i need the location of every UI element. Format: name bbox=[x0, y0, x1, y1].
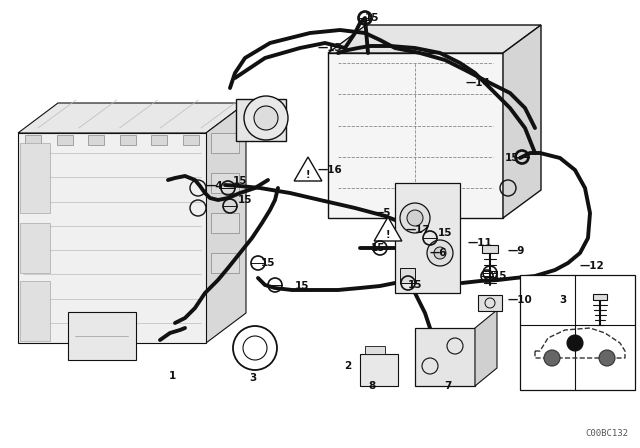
Bar bbox=[18, 133, 206, 343]
Text: —17: —17 bbox=[405, 225, 430, 235]
Bar bbox=[88, 135, 104, 145]
Text: —4: —4 bbox=[205, 181, 223, 191]
Bar bbox=[20, 281, 50, 341]
Text: —9: —9 bbox=[508, 246, 525, 256]
Circle shape bbox=[400, 203, 430, 233]
Polygon shape bbox=[503, 25, 541, 218]
Bar bbox=[478, 295, 502, 311]
Bar bbox=[328, 53, 503, 218]
Bar bbox=[236, 99, 286, 141]
Text: !: ! bbox=[386, 230, 390, 240]
Text: —13: —13 bbox=[318, 43, 343, 53]
Bar bbox=[211, 173, 239, 193]
Bar bbox=[25, 135, 41, 145]
Bar bbox=[520, 275, 635, 390]
Text: —11: —11 bbox=[468, 238, 493, 248]
Polygon shape bbox=[294, 157, 322, 181]
Text: —6: —6 bbox=[430, 248, 447, 258]
Text: 15: 15 bbox=[371, 243, 385, 253]
Bar bbox=[211, 213, 239, 233]
Bar bbox=[400, 268, 415, 283]
Polygon shape bbox=[328, 25, 541, 53]
Bar bbox=[183, 135, 199, 145]
Bar bbox=[56, 135, 72, 145]
Bar bbox=[482, 245, 498, 253]
Text: 15: 15 bbox=[493, 271, 508, 281]
Circle shape bbox=[599, 350, 615, 366]
Bar bbox=[120, 135, 136, 145]
Circle shape bbox=[244, 96, 288, 140]
Text: 15: 15 bbox=[438, 228, 452, 238]
Text: 1: 1 bbox=[168, 371, 175, 381]
Bar bbox=[68, 312, 136, 360]
Bar bbox=[20, 223, 50, 273]
Text: 15: 15 bbox=[233, 176, 247, 186]
Text: 15: 15 bbox=[260, 258, 275, 268]
Text: 15: 15 bbox=[237, 195, 252, 205]
Text: 3: 3 bbox=[250, 373, 257, 383]
Text: —12: —12 bbox=[580, 261, 605, 271]
Bar bbox=[395, 183, 460, 293]
Text: C00BC132: C00BC132 bbox=[585, 428, 628, 438]
Text: 7: 7 bbox=[444, 381, 452, 391]
Text: —10: —10 bbox=[508, 295, 532, 305]
Circle shape bbox=[427, 240, 453, 266]
Polygon shape bbox=[475, 310, 497, 386]
Circle shape bbox=[434, 247, 446, 259]
Bar bbox=[365, 346, 385, 354]
Circle shape bbox=[407, 210, 423, 226]
Polygon shape bbox=[18, 103, 246, 133]
Bar bbox=[20, 143, 50, 213]
Text: 15: 15 bbox=[365, 13, 380, 23]
Bar bbox=[593, 294, 607, 300]
Text: —16: —16 bbox=[318, 165, 343, 175]
Bar bbox=[211, 253, 239, 273]
Bar bbox=[211, 133, 239, 153]
Circle shape bbox=[544, 350, 560, 366]
Text: 15: 15 bbox=[295, 281, 309, 291]
Text: !: ! bbox=[306, 170, 310, 180]
Polygon shape bbox=[206, 103, 246, 343]
Text: 15: 15 bbox=[408, 280, 422, 290]
Text: 15: 15 bbox=[505, 153, 519, 163]
Bar bbox=[360, 354, 398, 386]
Text: 8: 8 bbox=[369, 381, 376, 391]
Polygon shape bbox=[374, 217, 402, 241]
Bar bbox=[415, 328, 475, 386]
Bar bbox=[152, 135, 168, 145]
Circle shape bbox=[254, 106, 278, 130]
Text: —14: —14 bbox=[465, 78, 490, 88]
Circle shape bbox=[567, 335, 583, 351]
Text: —5: —5 bbox=[373, 208, 390, 218]
Text: 3: 3 bbox=[559, 295, 566, 305]
Text: 2: 2 bbox=[344, 361, 351, 371]
